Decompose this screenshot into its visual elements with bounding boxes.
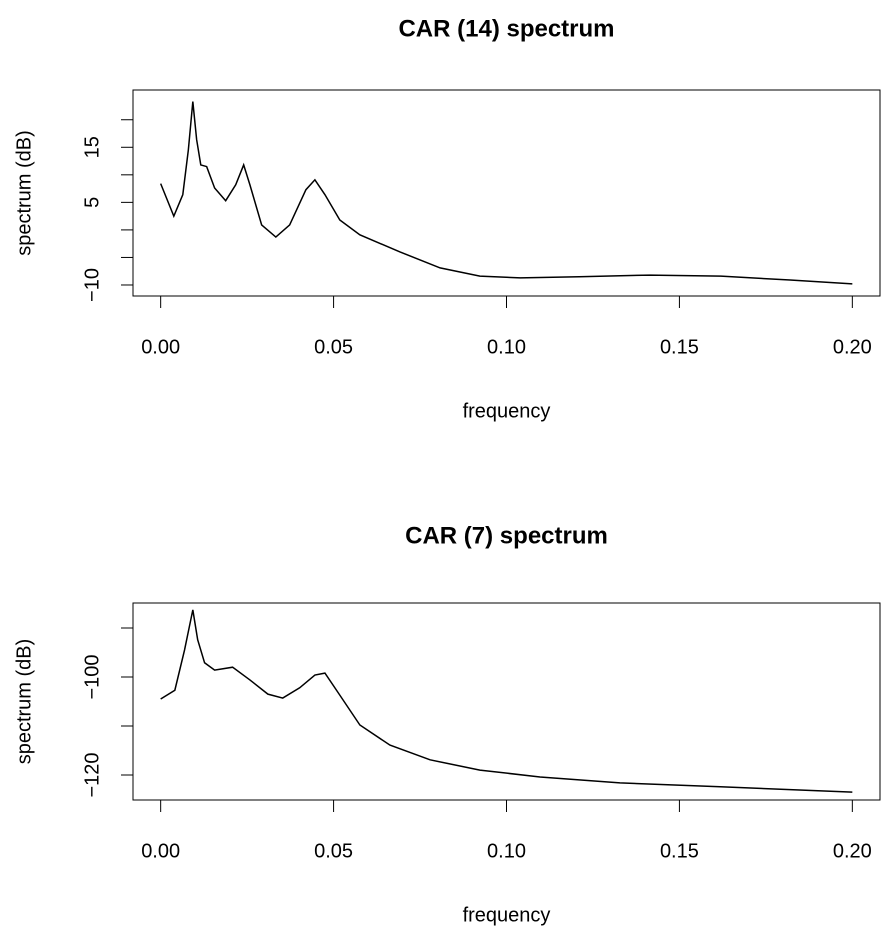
y-tick-label: −100: [81, 654, 103, 699]
x-tick-label: 0.10: [487, 840, 526, 862]
plot-box: [132, 602, 881, 801]
y-tick-label: −10: [81, 268, 103, 302]
x-tick-label: 0.00: [141, 336, 180, 358]
plot-box: [132, 89, 881, 297]
x-tick-label: 0.00: [141, 840, 180, 862]
x-tick-label: 0.05: [314, 336, 353, 358]
spectrum-line: [159, 101, 853, 285]
y-tick-label: −120: [81, 752, 103, 797]
spectrum-line: [160, 609, 853, 793]
chart-title: CAR (7) spectrum: [405, 522, 608, 549]
y-axis-label: spectrum (dB): [13, 130, 35, 256]
chart-title: CAR (14) spectrum: [398, 15, 614, 42]
x-tick-label: 0.10: [487, 336, 526, 358]
x-tick-label: 0.20: [833, 840, 872, 862]
x-tick-label: 0.20: [833, 336, 872, 358]
x-tick-label: 0.15: [660, 840, 699, 862]
x-axis-label: frequency: [463, 904, 551, 926]
x-axis-label: frequency: [463, 400, 551, 422]
y-axis-label: spectrum (dB): [13, 639, 35, 765]
y-tick-label: 5: [81, 197, 103, 208]
y-tick-label: 15: [81, 136, 103, 158]
x-tick-label: 0.05: [314, 840, 353, 862]
x-tick-label: 0.15: [660, 336, 699, 358]
